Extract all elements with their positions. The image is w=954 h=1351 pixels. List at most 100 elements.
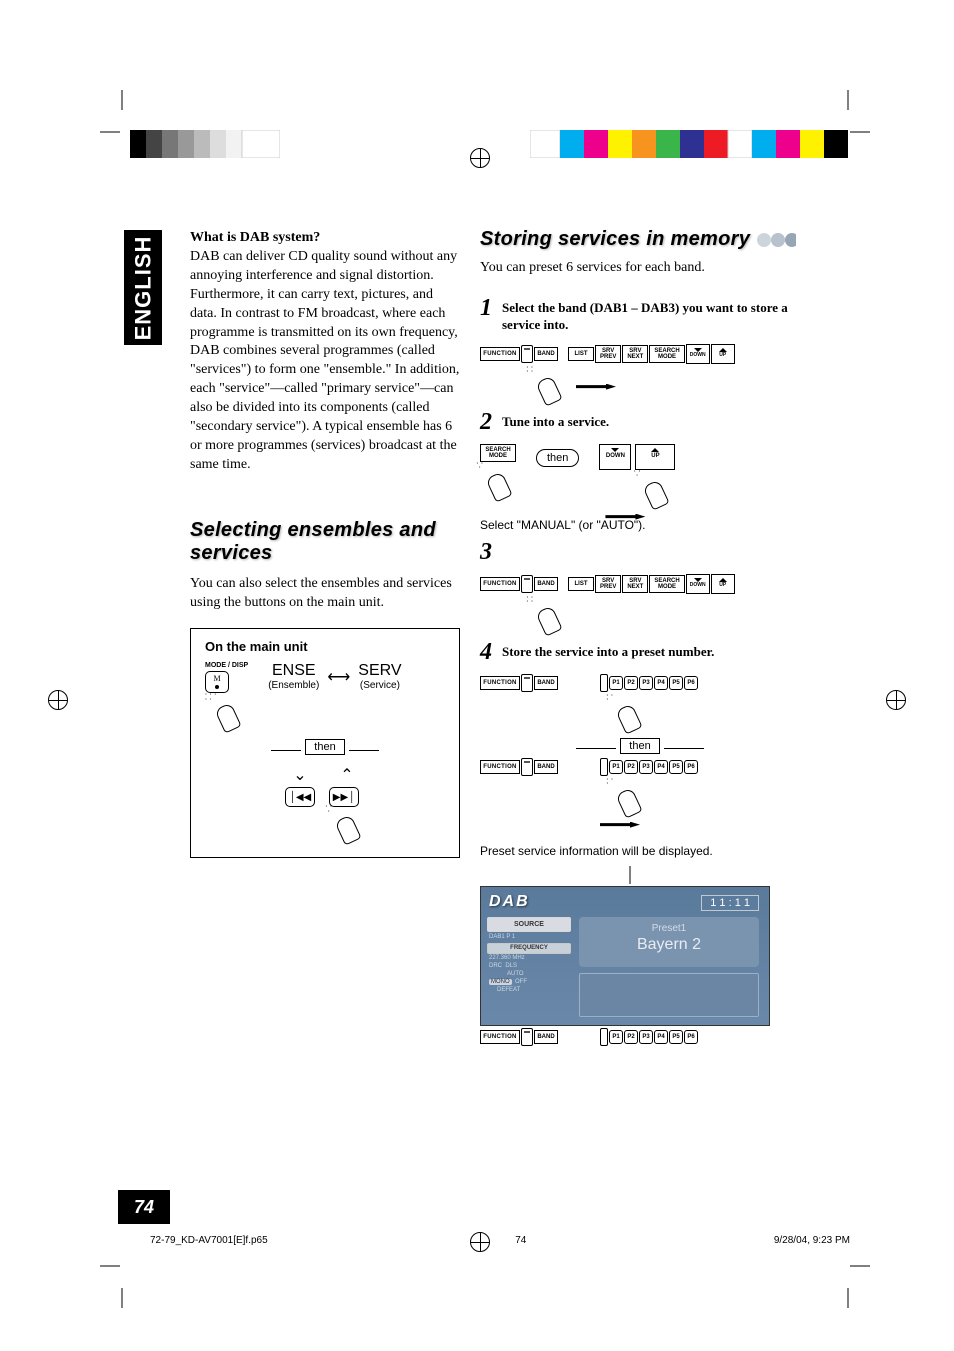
footer: 72-79_KD-AV7001[E]f.p65 74 9/28/04, 9:23… (150, 1235, 850, 1246)
up-button: UP (635, 444, 675, 470)
band-button: BAND (534, 1030, 558, 1044)
prev-button-icon: │◀◀ (285, 787, 315, 807)
section-selecting-ensembles: Selecting ensembles and services (190, 519, 460, 565)
function-button: FUNCTION (480, 577, 520, 591)
step-number: 4 (480, 640, 492, 664)
main-unit-title: On the main unit (205, 639, 445, 654)
finger-icon: · ·· · (530, 368, 566, 404)
crop-mark-icon (810, 90, 870, 150)
preset-button: P4 (654, 676, 668, 690)
main-unit-box: On the main unit MODE / DISP · · ·· · EN… (190, 628, 460, 858)
hold-arrow-icon (610, 818, 670, 832)
display-source-button: SOURCE (487, 917, 571, 932)
display-lower-box (579, 973, 759, 1017)
band-button: BAND (534, 347, 558, 361)
function-button: FUNCTION (480, 760, 520, 774)
button-strip-presets: FUNCTION BAND P1 P2 P3 P4 P5 P6 (480, 1028, 800, 1046)
section-storing-services: Storing services in memory (480, 228, 750, 251)
srv-next-button: SRVNEXT (622, 575, 648, 593)
display-frequency-value: 227.360 MHz (487, 955, 571, 963)
preset-button: P6 (684, 1030, 698, 1044)
finger-icon: · ·· (610, 696, 646, 732)
down-button: DOWN (686, 344, 710, 364)
down-chevron-icon: ⌄ (285, 765, 315, 785)
then-label: then (620, 738, 659, 754)
display-preset-band: DAB1 P 1 (487, 934, 571, 942)
list-button: LIST (568, 347, 594, 361)
button-strip: FUNCTION BAND LIST SRVPREV SRVNEXT SEARC… (480, 574, 800, 594)
down-button: DOWN (686, 574, 710, 594)
step2-text: Tune into a service. (502, 410, 609, 431)
bidir-arrow-icon: ⟷ (327, 667, 350, 687)
search-mode-button: SEARCHMODE (480, 444, 516, 462)
headphone-icon (521, 1028, 533, 1046)
registration-target-icon (48, 690, 68, 710)
button-strip-presets: FUNCTION BAND P1 P2 P3 P4 P5 P6 (480, 674, 800, 692)
then-bubble: then (536, 449, 579, 467)
up-button: UP (711, 344, 735, 364)
step4-text: Store the service into a preset number. (502, 640, 714, 661)
page-number-label: 74 (134, 1197, 154, 1218)
list-button: LIST (568, 577, 594, 591)
preset-button: P3 (639, 1030, 653, 1044)
up-button: UP (711, 574, 735, 594)
preset-button: P1 (609, 676, 623, 690)
serv-label: SERV (358, 662, 401, 680)
display-dab-label: DAB (489, 893, 530, 911)
display-mono: MONO (489, 979, 512, 985)
step1-text: Select the band (DAB1 – DAB3) you want t… (502, 296, 800, 334)
headphone-icon (521, 674, 533, 692)
heading-dab-system: What is DAB system? (190, 230, 460, 246)
crop-mark-icon (100, 1248, 160, 1308)
srv-next-button: SRVNEXT (622, 345, 648, 363)
next-button-icon: ▶▶│ (329, 787, 359, 807)
footer-file: 72-79_KD-AV7001[E]f.p65 (150, 1235, 268, 1246)
stick-icon (600, 1028, 608, 1046)
srv-prev-button: SRVPREV (595, 575, 621, 593)
preset-button: P2 (624, 676, 638, 690)
display-preset-label: Preset1 (579, 923, 759, 934)
step-number: 3 (480, 540, 492, 564)
display-auto: AUTO (487, 971, 571, 979)
preset-button: P5 (669, 760, 683, 774)
preset-button: P2 (624, 1030, 638, 1044)
pointer-line-icon (590, 866, 750, 886)
body-selecting-ensembles: You can also select the ensembles and se… (190, 575, 460, 613)
serv-sublabel: (Service) (358, 680, 401, 691)
preset-button: P3 (639, 760, 653, 774)
preset-button: P6 (684, 676, 698, 690)
up-chevron-icon: ⌃ (329, 765, 365, 785)
display-off: OFF (515, 979, 527, 985)
display-clock: 1 1 : 1 1 (701, 895, 759, 911)
headphone-icon (521, 575, 533, 593)
step-number: 1 (480, 296, 492, 320)
preset-button: P1 (609, 760, 623, 774)
ense-label: ENSE (268, 662, 319, 680)
preset-button: P2 (624, 760, 638, 774)
down-button: DOWN (599, 444, 631, 470)
body-dab-system: DAB can deliver CD quality sound without… (190, 248, 460, 475)
mode-disp-label: MODE / DISP (205, 662, 248, 669)
registration-target-icon (886, 690, 906, 710)
band-button: BAND (534, 760, 558, 774)
band-button: BAND (534, 676, 558, 690)
preset-button: P6 (684, 760, 698, 774)
finger-icon: · ·· (610, 780, 646, 816)
button-strip-presets: FUNCTION BAND P1 P2 P3 P4 P5 P6 (480, 758, 800, 776)
hold-arrow-icon (635, 510, 675, 524)
function-button: FUNCTION (480, 1030, 520, 1044)
crop-mark-icon (100, 90, 160, 150)
stick-icon (600, 674, 608, 692)
storing-intro: You can preset 6 services for each band. (480, 259, 800, 278)
headphone-icon (521, 758, 533, 776)
finger-icon: · ·· (480, 464, 516, 500)
function-button: FUNCTION (480, 347, 520, 361)
preset-button: P5 (669, 676, 683, 690)
section-decoration-icon (756, 231, 796, 249)
step-number: 2 (480, 410, 492, 434)
stick-icon (600, 758, 608, 776)
function-button: FUNCTION (480, 676, 520, 690)
registration-target-icon (470, 148, 490, 168)
finger-icon: · ·· (329, 807, 365, 843)
then-label: then (305, 739, 344, 755)
